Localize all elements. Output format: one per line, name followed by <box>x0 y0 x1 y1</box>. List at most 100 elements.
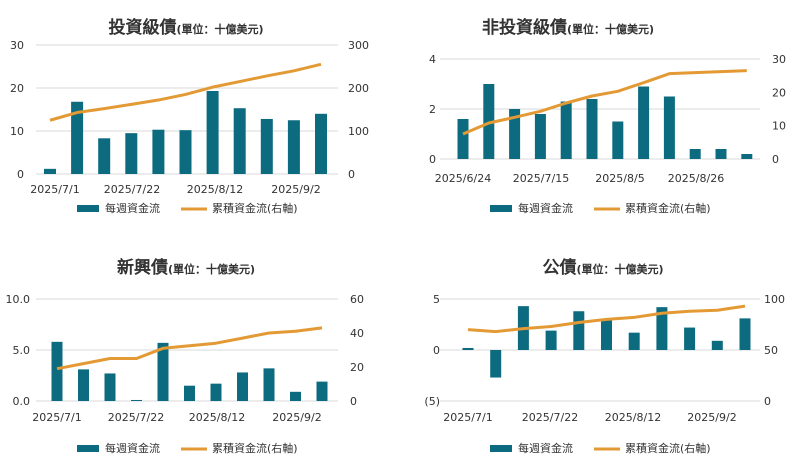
y-left-tick-label: 20 <box>10 82 24 95</box>
bar-weekly-flow <box>601 320 612 350</box>
y-right-tick-label: 10 <box>772 120 786 133</box>
legend-bar-label: 每週資金流 <box>105 201 160 215</box>
y-right-tick-label: 0 <box>772 153 779 166</box>
bar-weekly-flow <box>104 373 116 401</box>
line-cumulative-flow <box>467 304 746 334</box>
x-tick-label: 2025/8/5 <box>595 172 644 185</box>
y-right-tick-label: 300 <box>348 39 369 52</box>
y-left-tick-label: 5.0 <box>13 344 31 357</box>
bar-weekly-flow <box>612 121 624 159</box>
y-left-tick-label: 0.0 <box>13 395 31 408</box>
legend-bar-label: 每週資金流 <box>518 201 573 215</box>
bar-weekly-flow <box>179 130 192 174</box>
legend-line-label: 累積資金流(右軸) <box>212 441 298 455</box>
chart-title-main: 非投資級債 <box>482 17 567 38</box>
x-tick-label: 2025/8/12 <box>605 411 661 424</box>
bar-weekly-flow <box>462 347 474 350</box>
y-left-tick-label: 0 <box>429 153 436 166</box>
x-tick-label: 2025/9/2 <box>687 411 736 424</box>
y-right-tick-label: 50 <box>764 344 778 357</box>
chart-title-main: 公債 <box>542 257 576 278</box>
chart-title: 投資級債(單位：十億美元) <box>108 17 263 38</box>
bar-weekly-flow <box>663 96 675 159</box>
y-left-tick-label: 5 <box>433 293 440 306</box>
bar-weekly-flow <box>287 120 300 174</box>
x-tick-label: 2025/9/2 <box>272 411 321 424</box>
bar-weekly-flow <box>315 113 327 174</box>
y-left-tick-label: 0 <box>17 168 24 181</box>
bar-weekly-flow <box>184 385 195 401</box>
chart-title: 公債(單位：十億美元) <box>542 257 663 278</box>
x-tick-label: 2025/7/22 <box>522 411 578 424</box>
bar-weekly-flow <box>684 327 696 350</box>
bar-weekly-flow <box>509 109 521 159</box>
bar-weekly-flow <box>656 307 668 350</box>
bar-weekly-flow <box>490 350 502 378</box>
legend-bar-swatch <box>77 205 99 212</box>
bar-weekly-flow <box>534 114 546 159</box>
chart-title-unit: (單位：十億美元) <box>168 262 255 276</box>
bar-weekly-flow <box>125 133 138 174</box>
x-tick-label: 2025/6/24 <box>435 172 491 185</box>
legend-bar-label: 每週資金流 <box>518 441 573 455</box>
y-left-tick-label: 10.0 <box>6 293 31 306</box>
y-right-tick-label: 200 <box>348 82 369 95</box>
y-left-tick-label: 30 <box>10 39 24 52</box>
x-tick-label: 2025/8/12 <box>187 183 243 196</box>
bar-weekly-flow <box>260 118 273 174</box>
legend-line-label: 累積資金流(右軸) <box>212 201 298 215</box>
chart-panel-2: 非投資級債(單位：十億美元) 0 2 4 0 10 20 30 2025/6/24 2025/7/… <box>429 17 786 215</box>
bar-weekly-flow <box>739 318 751 350</box>
bar-weekly-flow <box>689 149 701 159</box>
bar-weekly-flow <box>586 99 598 159</box>
y-right-tick-label: 0 <box>764 395 771 408</box>
bar-weekly-flow <box>628 332 640 350</box>
legend-line-label: 累積資金流(右軸) <box>625 201 711 215</box>
line-cumulative-flow <box>49 62 322 122</box>
line-cumulative-flow <box>462 69 747 136</box>
chart-title: 新興債(單位：十億美元) <box>117 257 255 278</box>
chart-title-main: 新興債 <box>117 257 168 278</box>
chart-title-unit: (單位：十億美元) <box>567 22 654 36</box>
bar-weekly-flow <box>560 101 572 159</box>
bar-weekly-flow <box>638 86 650 159</box>
bar-weekly-flow <box>206 91 219 174</box>
chart-title-unit: (單位：十億美元) <box>176 22 263 36</box>
bar-weekly-flow <box>210 383 222 401</box>
x-tick-label: 2025/7/22 <box>104 183 160 196</box>
legend-bar-swatch <box>490 205 512 212</box>
y-right-tick-label: 20 <box>772 86 786 99</box>
bar-weekly-flow <box>457 119 469 159</box>
bar-weekly-flow <box>573 311 585 350</box>
chart-panel-3: 新興債(單位：十億美元) 0.0 5.0 10.0 0 20 40 60 2025/7/1 202… <box>6 257 365 455</box>
legend-bar-label: 每週資金流 <box>105 441 160 455</box>
y-right-tick-label: 100 <box>348 125 369 138</box>
bar-weekly-flow <box>157 342 169 401</box>
bar-weekly-flow <box>78 369 89 401</box>
x-tick-label: 2025/7/15 <box>513 172 569 185</box>
y-left-tick-label: (5) <box>424 395 440 408</box>
bar-weekly-flow <box>71 101 84 174</box>
x-tick-label: 2025/8/12 <box>189 411 245 424</box>
bar-weekly-flow <box>263 368 275 401</box>
chart-title-main: 投資級債 <box>108 17 176 38</box>
y-right-tick-label: 0 <box>348 168 355 181</box>
bar-weekly-flow <box>741 154 753 159</box>
x-tick-label: 2025/7/22 <box>108 411 164 424</box>
x-tick-label: 2025/7/1 <box>443 411 492 424</box>
y-right-tick-label: 40 <box>350 327 364 340</box>
chart-title: 非投資級債(單位：十億美元) <box>482 17 654 38</box>
bar-weekly-flow <box>237 372 248 401</box>
x-tick-label: 2025/9/2 <box>271 183 320 196</box>
x-tick-label: 2025/7/1 <box>30 183 79 196</box>
bar-weekly-flow <box>715 149 727 159</box>
y-left-tick-label: 10 <box>10 125 24 138</box>
bar-weekly-flow <box>711 340 723 350</box>
y-left-tick-label: 0 <box>433 344 440 357</box>
bar-weekly-flow <box>152 129 165 174</box>
bar-weekly-flow <box>545 330 557 350</box>
y-right-tick-label: 100 <box>764 293 785 306</box>
y-right-tick-label: 30 <box>772 53 786 66</box>
